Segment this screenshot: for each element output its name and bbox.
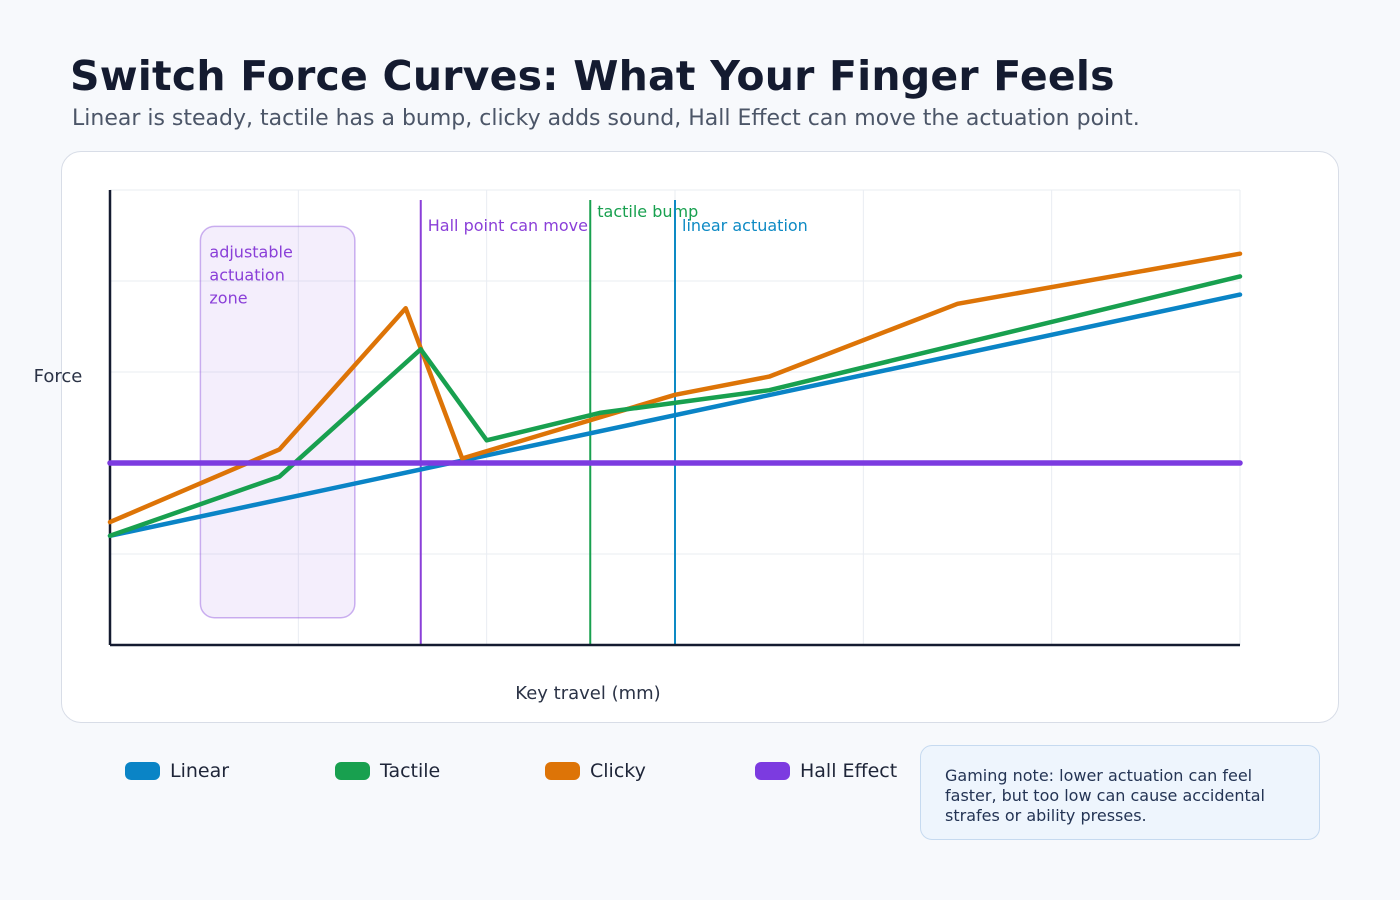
x-axis-label: Key travel (mm) bbox=[515, 683, 660, 704]
legend-swatch-tactile bbox=[335, 762, 370, 780]
legend-label-clicky: Clicky bbox=[590, 760, 646, 782]
legend-swatch-clicky bbox=[545, 762, 580, 780]
page-title: Switch Force Curves: What Your Finger Fe… bbox=[70, 52, 1115, 100]
series-line-clicky bbox=[107, 251, 1243, 525]
series-line-tactile bbox=[107, 274, 1243, 539]
legend-item-hall-effect: Hall Effect bbox=[755, 758, 897, 784]
legend-label-linear: Linear bbox=[170, 760, 230, 782]
hall-point-label: Hall point can move bbox=[428, 216, 588, 235]
linear-actuation-label: linear actuation bbox=[682, 216, 808, 235]
legend-swatch-linear bbox=[125, 762, 160, 780]
legend-label-tactile: Tactile bbox=[380, 760, 441, 782]
zone-label-line: zone bbox=[209, 288, 247, 307]
adjustable-zone bbox=[199, 225, 356, 619]
page-subtitle: Linear is steady, tactile has a bump, cl… bbox=[72, 106, 1140, 131]
legend-item-tactile: Tactile bbox=[335, 758, 440, 784]
legend-item-linear: Linear bbox=[125, 758, 229, 784]
legend-label-hall-effect: Hall Effect bbox=[800, 760, 898, 782]
gaming-note: Gaming note: lower actuation can feel fa… bbox=[920, 745, 1320, 840]
legend-item-clicky: Clicky bbox=[545, 758, 646, 784]
zone-label-line: adjustable bbox=[209, 242, 292, 261]
chart-card bbox=[61, 151, 1339, 723]
tactile-bump-label: tactile bump bbox=[597, 202, 698, 221]
legend-swatch-hall-effect bbox=[755, 762, 790, 780]
series-line-linear bbox=[107, 292, 1243, 539]
gaming-note-text: Gaming note: lower actuation can feel fa… bbox=[945, 766, 1265, 825]
zone-label-line: actuation bbox=[209, 265, 284, 284]
y-axis-label: Force bbox=[34, 366, 83, 387]
